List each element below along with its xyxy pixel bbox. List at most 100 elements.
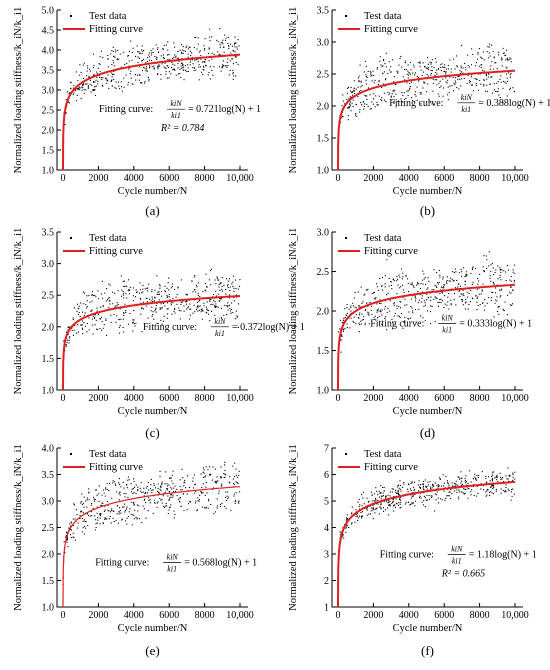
data-point (138, 57, 141, 59)
data-point (153, 67, 155, 69)
data-point (209, 300, 211, 302)
data-point (126, 297, 128, 299)
data-point (199, 494, 201, 496)
data-point (85, 521, 87, 523)
data-point (449, 85, 451, 87)
data-point (70, 537, 72, 539)
data-point (370, 73, 372, 75)
data-point (166, 487, 168, 490)
data-point (225, 288, 227, 291)
data-point (82, 291, 84, 293)
fit-equation-value: = 0.568log(N) + 1 (184, 557, 257, 568)
data-point (165, 502, 167, 505)
data-point (399, 503, 401, 505)
data-point (162, 302, 164, 304)
data-point (93, 500, 96, 502)
data-point (94, 314, 96, 316)
data-point (407, 70, 409, 72)
data-point (343, 537, 345, 539)
data-point (160, 55, 162, 57)
data-point (195, 291, 197, 293)
data-point (458, 491, 460, 493)
data-point (472, 90, 474, 92)
y-tick-label: 2.5 (42, 291, 55, 302)
data-point (102, 489, 104, 491)
data-point (156, 502, 158, 504)
data-point (205, 312, 207, 314)
data-point (132, 488, 134, 490)
data-point (73, 504, 76, 506)
data-point (506, 77, 508, 79)
data-point (476, 58, 479, 60)
fit-equation-value: = 0.372log(N) + 1 (232, 322, 305, 333)
data-point (132, 295, 134, 297)
data-point (168, 499, 170, 501)
data-point (384, 509, 386, 511)
data-point (168, 71, 170, 73)
data-point (381, 323, 383, 325)
data-point (81, 324, 83, 326)
data-point (127, 515, 129, 518)
data-point (123, 331, 125, 333)
data-point (502, 308, 504, 310)
axis-frame (56, 448, 248, 608)
data-point (377, 310, 379, 312)
data-point (69, 534, 72, 536)
data-point (104, 292, 106, 294)
data-point (146, 298, 148, 300)
data-point (205, 290, 207, 292)
data-point (365, 83, 368, 85)
data-point (489, 68, 491, 70)
data-point (105, 79, 107, 81)
data-point (140, 313, 142, 315)
data-point (394, 84, 396, 86)
data-point (174, 308, 176, 310)
data-point (141, 60, 143, 62)
data-point (378, 316, 380, 318)
data-point (460, 471, 462, 473)
data-point (148, 54, 150, 56)
data-point (153, 65, 155, 67)
data-point (381, 289, 384, 291)
data-point (220, 477, 222, 479)
data-point (342, 116, 344, 118)
data-point (355, 307, 357, 309)
data-point (65, 345, 67, 347)
data-point (365, 508, 368, 510)
data-point (203, 66, 205, 68)
data-point (430, 323, 432, 325)
data-point (364, 309, 366, 312)
data-point (416, 86, 418, 88)
data-point (66, 341, 68, 343)
data-point (210, 284, 212, 286)
data-point (69, 523, 71, 525)
data-point (107, 509, 109, 511)
data-point (195, 69, 197, 71)
y-tick-label: 1.5 (317, 346, 330, 357)
data-point (492, 68, 495, 70)
data-point (111, 79, 113, 81)
data-point (436, 73, 438, 75)
data-point (448, 308, 450, 310)
data-point (186, 475, 189, 477)
data-point (78, 74, 80, 76)
panel-label: (f) (421, 643, 434, 658)
x-tick-label: 6000 (159, 173, 179, 184)
data-point (225, 508, 227, 510)
data-point (116, 59, 118, 61)
data-point (492, 51, 494, 53)
data-point (502, 87, 504, 89)
data-point (233, 75, 235, 77)
data-point (390, 96, 392, 98)
data-point (384, 286, 386, 288)
data-point (446, 495, 448, 497)
y-tick-label: 1.5 (42, 354, 55, 365)
data-point (392, 278, 394, 280)
data-point (99, 76, 101, 79)
data-point (167, 282, 169, 284)
data-point (470, 491, 472, 493)
x-tick-label: 10,000 (226, 610, 254, 621)
data-point (418, 490, 420, 492)
data-point (479, 273, 481, 275)
data-point (137, 62, 139, 64)
